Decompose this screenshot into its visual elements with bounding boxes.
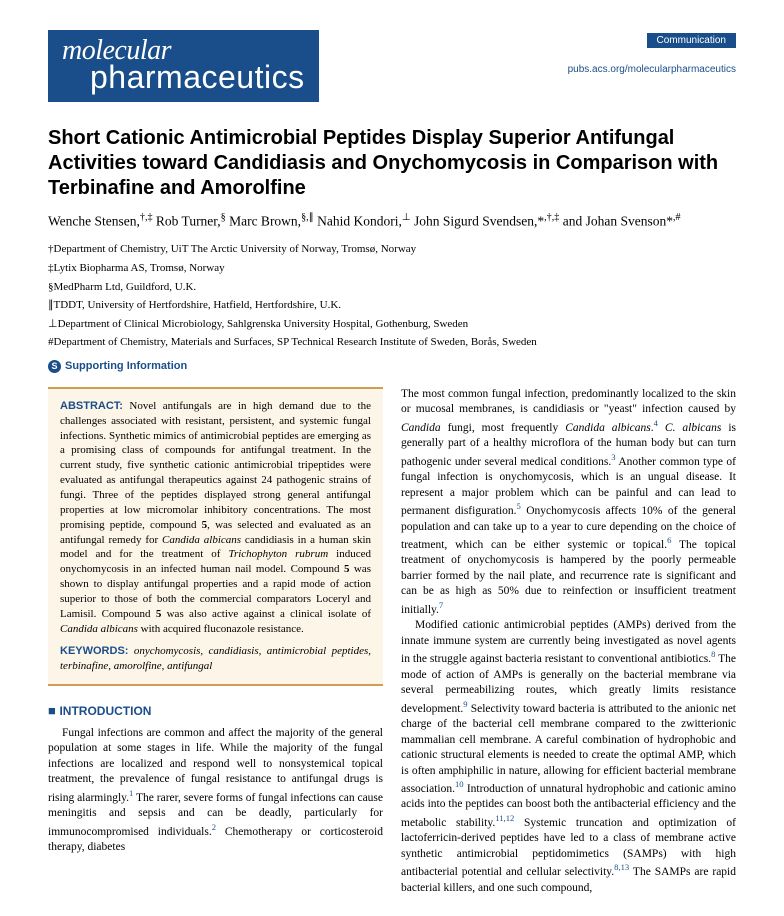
section-heading-intro: INTRODUCTION	[48, 702, 383, 720]
affiliations: †Department of Chemistry, UiT The Arctic…	[48, 241, 736, 352]
right-column: The most common fungal infection, predom…	[401, 387, 736, 896]
body-paragraph-1: The most common fungal infection, predom…	[401, 387, 736, 618]
header-right: Communication pubs.acs.org/molecularphar…	[568, 30, 736, 75]
supporting-info-link[interactable]: S Supporting Information	[48, 360, 736, 373]
keywords-label: KEYWORDS:	[60, 645, 128, 657]
two-column-body: ABSTRACT: Novel antifungals are in high …	[48, 387, 736, 896]
author-list: Wenche Stensen,†,‡ Rob Turner,§ Marc Bro…	[48, 211, 736, 231]
affiliation-line: ∥TDDT, University of Hertfordshire, Hatf…	[48, 297, 736, 315]
header-row: molecular pharmaceutics Communication pu…	[48, 30, 736, 102]
affiliation-line: §MedPharm Ltd, Guildford, U.K.	[48, 279, 736, 297]
intro-paragraph-1: Fungal infections are common and affect …	[48, 726, 383, 856]
body-paragraph-2: Modified cationic antimicrobial peptides…	[401, 618, 736, 896]
communication-badge: Communication	[647, 33, 736, 48]
left-column: ABSTRACT: Novel antifungals are in high …	[48, 387, 383, 896]
affiliation-line: †Department of Chemistry, UiT The Arctic…	[48, 241, 736, 259]
affiliation-line: ⊥Department of Clinical Microbiology, Sa…	[48, 316, 736, 334]
affiliation-line: ‡Lytix Biopharma AS, Tromsø, Norway	[48, 260, 736, 278]
abstract-box: ABSTRACT: Novel antifungals are in high …	[48, 387, 383, 686]
article-title: Short Cationic Antimicrobial Peptides Di…	[48, 126, 736, 201]
abstract-label: ABSTRACT:	[60, 400, 123, 412]
journal-logo: molecular pharmaceutics	[48, 30, 319, 102]
journal-link[interactable]: pubs.acs.org/molecularpharmaceutics	[568, 64, 736, 75]
logo-bottom: pharmaceutics	[90, 63, 305, 92]
supporting-icon: S	[48, 360, 61, 373]
abstract-text: Novel antifungals are in high demand due…	[60, 400, 371, 635]
supporting-label: Supporting Information	[65, 360, 187, 372]
affiliation-line: #Department of Chemistry, Materials and …	[48, 334, 736, 352]
